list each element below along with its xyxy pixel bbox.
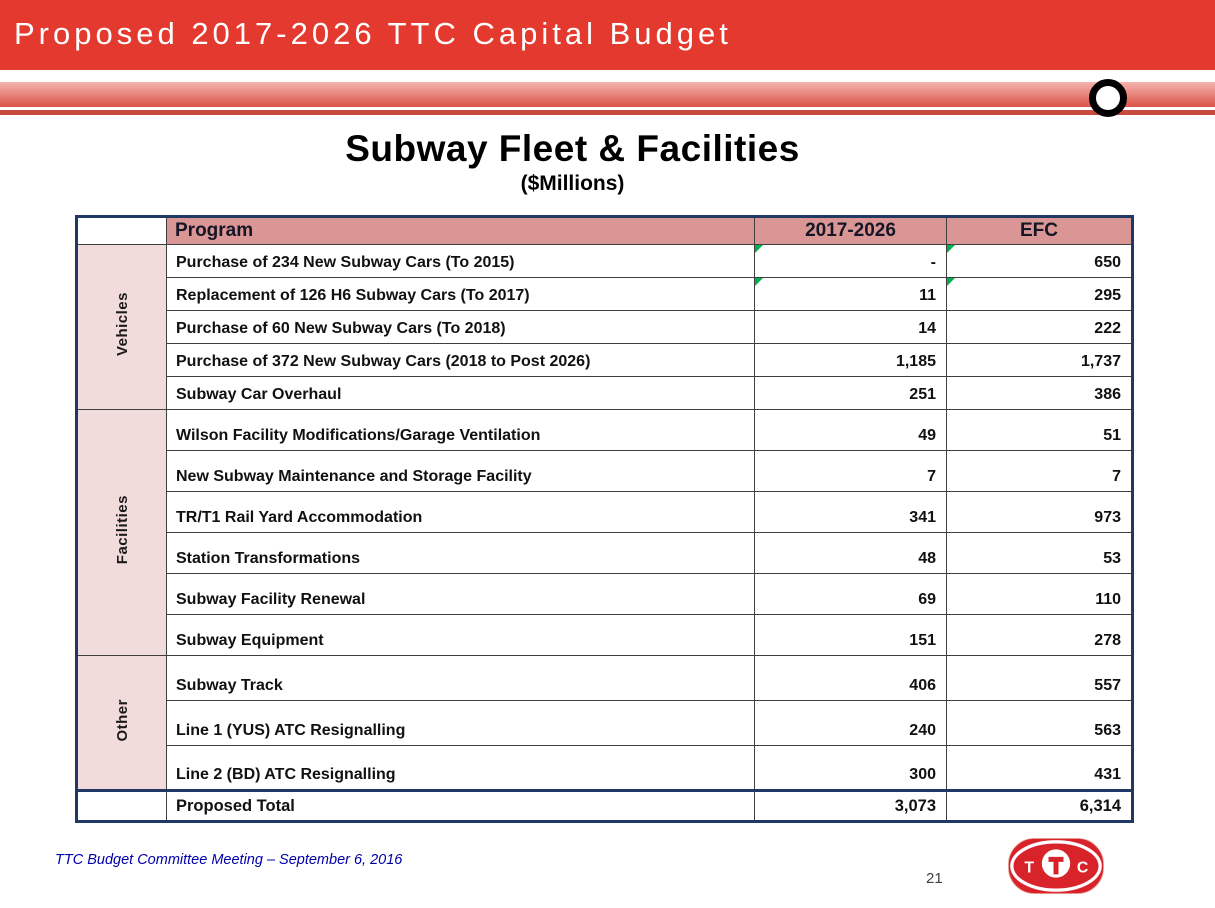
table-row: Station Transformations 48 53 [77,532,1133,574]
budget-cell: 151 [754,614,947,656]
total-budget-cell: 3,073 [754,789,947,822]
page-number: 21 [926,870,943,887]
budget-cell: 11 [754,277,947,311]
program-cell: Purchase of 60 New Subway Cars (To 2018) [166,310,755,344]
table-row: Line 2 (BD) ATC Resignalling 300 431 [77,745,1133,791]
comment-marker-icon [947,278,955,286]
budget-cell: 251 [754,376,947,410]
budget-cell: - [754,244,947,278]
table-row: Facilities Wilson Facility Modifications/… [76,409,1133,656]
efc-cell: 51 [946,409,1133,451]
efc-cell: 295 [946,277,1133,311]
circle-ring-icon [1089,79,1127,117]
table-body: Vehicles Purchase of 234 New Subway Cars … [76,244,1133,791]
page-title: Subway Fleet & Facilities [345,128,800,169]
program-cell: TR/T1 Rail Yard Accommodation [166,491,755,533]
table-row: Subway Car Overhaul 251 386 [77,376,1133,410]
program-cell: Subway Facility Renewal [166,573,755,615]
efc-cell: 650 [946,244,1133,278]
total-label-cell: Proposed Total [166,789,755,822]
program-cell: New Subway Maintenance and Storage Facil… [166,450,755,492]
svg-text:C: C [1077,860,1088,877]
page-subtitle: ($Millions) [520,172,625,195]
table-row: Other Subway Track 406 557 [76,655,1133,791]
budget-cell: 406 [754,655,947,701]
table-header-row: Program 2017-2026 EFC [76,216,1133,245]
ttc-logo: T C [1006,836,1106,896]
group-label-vehicles: Vehicles [76,244,167,410]
budget-cell: 14 [754,310,947,344]
budget-cell: 1,185 [754,343,947,377]
total-efc-cell: 6,314 [946,789,1133,822]
efc-cell: 7 [946,450,1133,492]
program-cell: Replacement of 126 H6 Subway Cars (To 20… [166,277,755,311]
total-row: Proposed Total 3,073 6,314 [76,789,1133,822]
budget-cell: 48 [754,532,947,574]
program-cell: Subway Car Overhaul [166,376,755,410]
efc-cell: 1,737 [946,343,1133,377]
slide-banner: Proposed 2017-2026 TTC Capital Budget [0,0,1215,70]
table-row: TR/T1 Rail Yard Accommodation 341 973 [77,491,1133,533]
table-row: Replacement of 126 H6 Subway Cars (To 20… [77,277,1133,311]
budget-cell: 240 [754,700,947,746]
program-cell: Line 2 (BD) ATC Resignalling [166,745,755,791]
group-label-facilities: Facilities [76,409,167,656]
efc-cell: 557 [946,655,1133,701]
program-cell: Wilson Facility Modifications/Garage Ven… [166,409,755,451]
efc-cell: 278 [946,614,1133,656]
efc-cell: 222 [946,310,1133,344]
efc-cell: 431 [946,745,1133,791]
table-row: Purchase of 60 New Subway Cars (To 2018)… [77,310,1133,344]
budget-table: Program 2017-2026 EFC Vehicles Purchase o… [75,215,1134,823]
comment-marker-icon [947,245,955,253]
corner-cell [76,216,167,245]
header-efc: EFC [946,216,1133,245]
budget-cell: 49 [754,409,947,451]
program-cell: Subway Equipment [166,614,755,656]
program-cell: Purchase of 372 New Subway Cars (2018 to… [166,343,755,377]
comment-marker-icon [755,245,763,253]
banner-title: Proposed 2017-2026 TTC Capital Budget [14,16,732,51]
svg-text:T: T [1024,860,1034,877]
group-label-text: Vehicles [113,292,131,357]
efc-cell: 53 [946,532,1133,574]
budget-cell: 300 [754,745,947,791]
efc-cell: 563 [946,700,1133,746]
table-row: Purchase of 372 New Subway Cars (2018 to… [77,343,1133,377]
title-block: Subway Fleet & Facilities ($Millions) [0,128,1145,196]
group-label-text: Facilities [113,495,131,565]
program-cell: Subway Track [166,655,755,701]
budget-cell: 69 [754,573,947,615]
banner-gradient-strip [0,82,1215,107]
group-label-text: Other [113,698,131,742]
table-row: Line 1 (YUS) ATC Resignalling 240 563 [77,700,1133,746]
header-program: Program [166,216,755,245]
table-row: New Subway Maintenance and Storage Facil… [77,450,1133,492]
program-cell: Purchase of 234 New Subway Cars (To 2015… [166,244,755,278]
efc-cell: 386 [946,376,1133,410]
efc-cell: 110 [946,573,1133,615]
banner-accent-bar [0,110,1215,115]
budget-cell: 7 [754,450,947,492]
comment-marker-icon [755,278,763,286]
ttc-logo-icon: T C [1008,838,1104,894]
header-budget: 2017-2026 [754,216,947,245]
group-label-other: Other [76,655,167,791]
table-row: Vehicles Purchase of 234 New Subway Cars … [76,244,1133,410]
footer-text: TTC Budget Committee Meeting – September… [55,852,403,868]
budget-cell: 341 [754,491,947,533]
program-cell: Line 1 (YUS) ATC Resignalling [166,700,755,746]
table-row: Subway Facility Renewal 69 110 [77,573,1133,615]
efc-cell: 973 [946,491,1133,533]
program-cell: Station Transformations [166,532,755,574]
table-row: Subway Equipment 151 278 [77,614,1133,656]
total-blank-cell [76,789,167,822]
